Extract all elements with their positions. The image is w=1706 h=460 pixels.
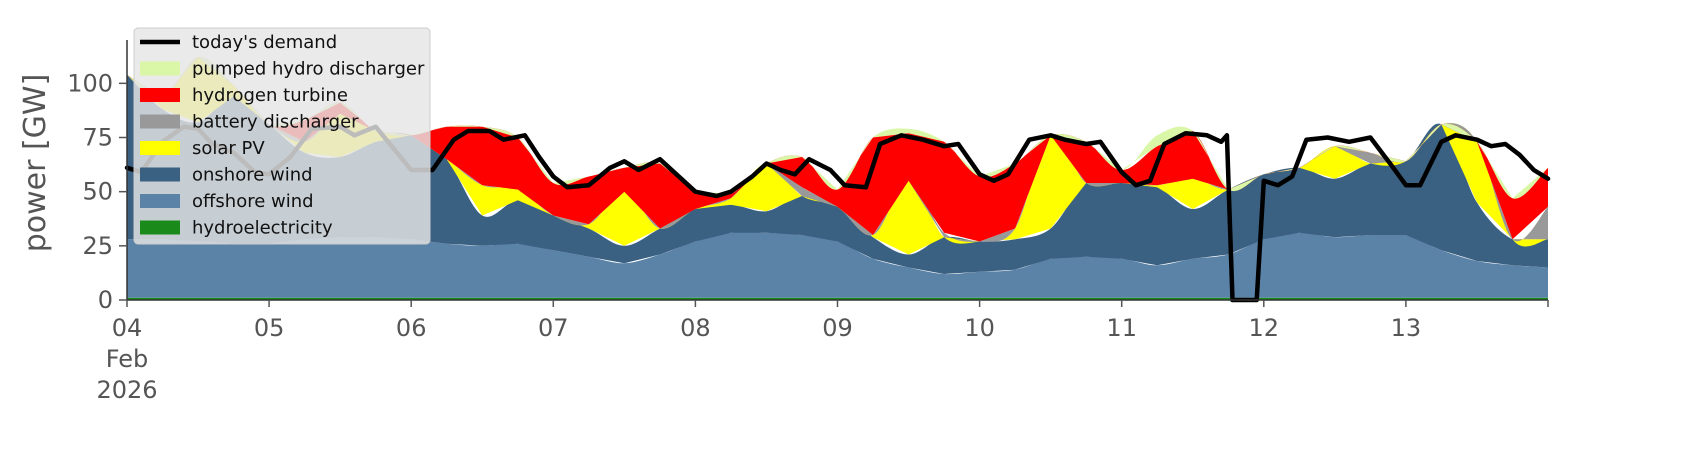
legend-label-hydroelectricity: hydroelectricity [192,218,333,239]
y-tick-label-0: 0 [98,286,113,314]
legend-label-onshore-wind: onshore wind [192,165,313,186]
x-tick-label-6: 06 [396,314,427,342]
axes-group: 0 25 50 75 100 04 Feb 2026 05 06 07 08 09 10 11 12 13 [67,40,1549,404]
legend-label-battery-discharger: battery discharger [192,112,359,133]
y-tick-label-50: 50 [82,178,113,206]
legend-swatch-hydroelectricity [140,220,180,235]
x-tick-label-12: 12 [1249,314,1280,342]
legend-swatch-battery-discharger [140,114,180,129]
legend-box [133,27,431,245]
y-axis-title: power [GW] [18,74,53,253]
x-tick-sublabel-month: Feb [106,345,149,373]
area-solar-pv [127,57,1548,255]
x-tick-label-10: 10 [964,314,995,342]
y-tick-label-100: 100 [67,69,113,97]
area-onshore-wind [127,74,1548,274]
legend-swatch-onshore-wind [140,167,180,182]
x-tick-label-7: 07 [538,314,569,342]
x-tick-label-8: 08 [680,314,711,342]
legend: today's demand pumped hydro discharger hyd… [133,27,431,245]
x-tick-label-5: 05 [254,314,285,342]
x-tick-label-4: 04 [112,314,143,342]
stacked-area-group [127,57,1548,300]
x-tick-label-9: 09 [822,314,853,342]
legend-swatch-solar-pv [140,141,180,155]
legend-label-offshore-wind: offshore wind [192,191,314,212]
y-tick-label-75: 75 [82,124,113,152]
x-tick-label-13: 13 [1391,314,1422,342]
legend-swatch-hydrogen-turbine [140,88,180,102]
legend-swatch-offshore-wind [140,194,180,208]
y-tick-label-25: 25 [82,232,113,260]
legend-label-hydrogen-turbine: hydrogen turbine [192,85,348,106]
legend-label-today-s-demand: today's demand [192,32,337,53]
legend-label-pumped-hydro-discharger: pumped hydro discharger [192,59,425,80]
x-tick-sublabel-year: 2026 [96,376,157,404]
legend-label-solar-pv: solar PV [192,138,265,159]
area-offshore-wind [127,232,1548,298]
legend-swatch-pumped-hydro-discharger [140,61,180,76]
x-tick-label-11: 11 [1106,314,1137,342]
area-hydrogen-turbine [127,57,1548,242]
